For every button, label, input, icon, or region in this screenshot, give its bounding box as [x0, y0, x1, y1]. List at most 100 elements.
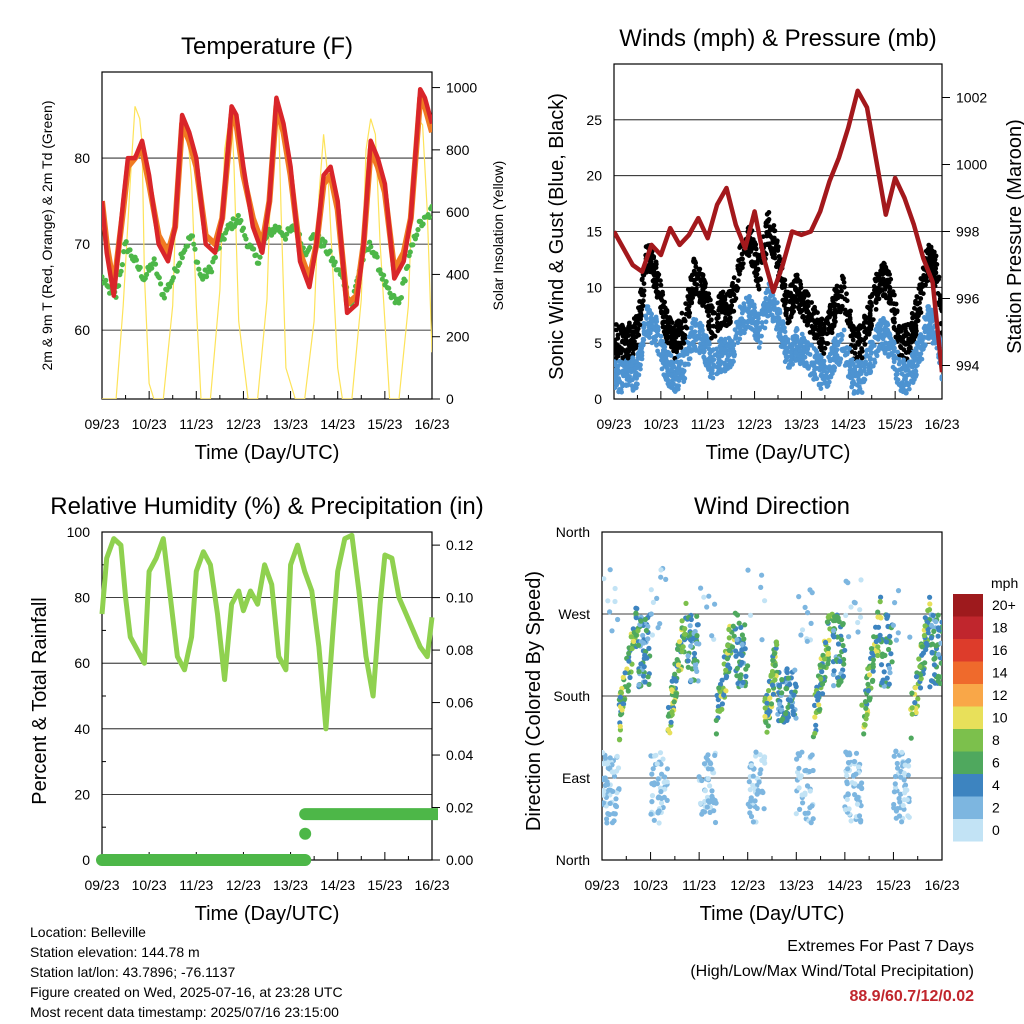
x-tick-label-0-5: 14/23 — [320, 416, 355, 432]
gust-point — [668, 324, 673, 330]
direction-point — [614, 790, 620, 796]
x-tick-label-3-0: 09/23 — [584, 877, 619, 893]
wind-point — [728, 361, 733, 366]
direction-point — [714, 692, 720, 699]
chart-title-3: Wind Direction — [694, 493, 850, 520]
direction-point — [892, 781, 898, 787]
gust-point — [771, 223, 777, 228]
x-tick-label-3-3: 12/23 — [730, 877, 765, 893]
gust-point — [905, 322, 911, 327]
gust-point — [633, 321, 638, 326]
wind-point — [733, 333, 739, 339]
gust-point — [938, 321, 942, 326]
wind-point — [706, 360, 712, 366]
dewpoint-point — [230, 216, 236, 222]
gust-point — [831, 323, 837, 329]
wind-point — [660, 360, 666, 366]
direction-point — [669, 709, 675, 715]
gust-point — [658, 291, 664, 297]
dewpoint-point — [174, 268, 180, 274]
wind-point — [859, 360, 865, 365]
direction-point — [641, 664, 647, 670]
gust-point — [862, 313, 867, 319]
direction-point — [770, 672, 776, 678]
gust-point — [864, 331, 870, 337]
wind-point — [923, 342, 928, 348]
direction-point — [923, 640, 930, 646]
dewpoint-point — [374, 254, 380, 260]
gust-point — [693, 286, 699, 292]
x-tick-label-0-3: 12/23 — [226, 416, 261, 432]
gust-point — [679, 310, 685, 316]
direction-point — [739, 659, 745, 666]
direction-point — [813, 722, 819, 728]
gust-point — [832, 312, 838, 318]
chart-title-2: Relative Humidity (%) & Precipitation (i… — [50, 493, 483, 520]
wind-point — [775, 311, 780, 317]
direction-point — [844, 781, 850, 787]
direction-point — [611, 773, 618, 779]
direction-point — [923, 647, 929, 653]
gust-point — [694, 276, 700, 281]
wind-point — [793, 328, 799, 334]
dewpoint-point — [271, 229, 277, 235]
wind-point — [789, 346, 795, 352]
dewpoint-point — [383, 279, 389, 285]
x-tick-label-1-6: 15/23 — [878, 416, 913, 432]
gust-point — [641, 281, 647, 286]
gust-point — [891, 326, 897, 332]
direction-point — [888, 651, 894, 657]
dewpoint-point — [276, 224, 282, 230]
direction-point — [719, 701, 726, 707]
direction-point — [791, 692, 797, 698]
wind-point — [668, 353, 674, 358]
direction-point — [673, 691, 679, 697]
gust-point — [910, 332, 915, 338]
direction-point — [793, 811, 799, 817]
wind-point — [617, 378, 622, 384]
direction-point — [655, 776, 661, 782]
wind-point — [633, 359, 639, 364]
direction-point — [904, 797, 910, 803]
direction-point — [604, 761, 610, 767]
gust-point — [686, 303, 692, 309]
direction-point — [784, 686, 790, 692]
wind-point — [623, 373, 629, 378]
direction-point — [875, 644, 881, 650]
direction-point — [887, 670, 893, 676]
wind-point — [768, 306, 773, 312]
wind-point — [718, 346, 724, 352]
gust-point — [633, 314, 639, 319]
wind-point — [835, 332, 841, 338]
wind-point — [754, 320, 760, 326]
humidity-line — [99, 532, 435, 732]
wind-point — [633, 366, 639, 371]
dewpoint-point — [414, 232, 420, 238]
direction-point — [899, 819, 905, 825]
direction-point — [870, 668, 876, 674]
direction-point — [692, 657, 698, 663]
gust-point — [816, 340, 822, 346]
wind-point — [874, 353, 880, 359]
direction-point — [855, 629, 861, 635]
x-tick-label-0-2: 11/23 — [179, 416, 213, 432]
direction-point — [648, 587, 654, 593]
direction-point — [819, 691, 826, 697]
legend-swatch-1 — [953, 616, 983, 639]
wind-point — [854, 371, 859, 377]
direction-point — [927, 594, 933, 600]
direction-point — [646, 645, 652, 652]
direction-point — [804, 783, 811, 789]
gust-point — [939, 308, 942, 314]
direction-point — [844, 752, 851, 758]
gust-point — [829, 330, 835, 336]
wind-point — [702, 348, 707, 354]
wind-point — [697, 345, 703, 350]
dewpoint-point — [251, 246, 257, 252]
wind-point — [870, 363, 876, 369]
gust-point — [737, 271, 742, 277]
direction-point — [772, 662, 778, 668]
wind-point — [738, 326, 743, 332]
dewpoint-point — [240, 225, 246, 231]
direction-point — [662, 786, 668, 792]
